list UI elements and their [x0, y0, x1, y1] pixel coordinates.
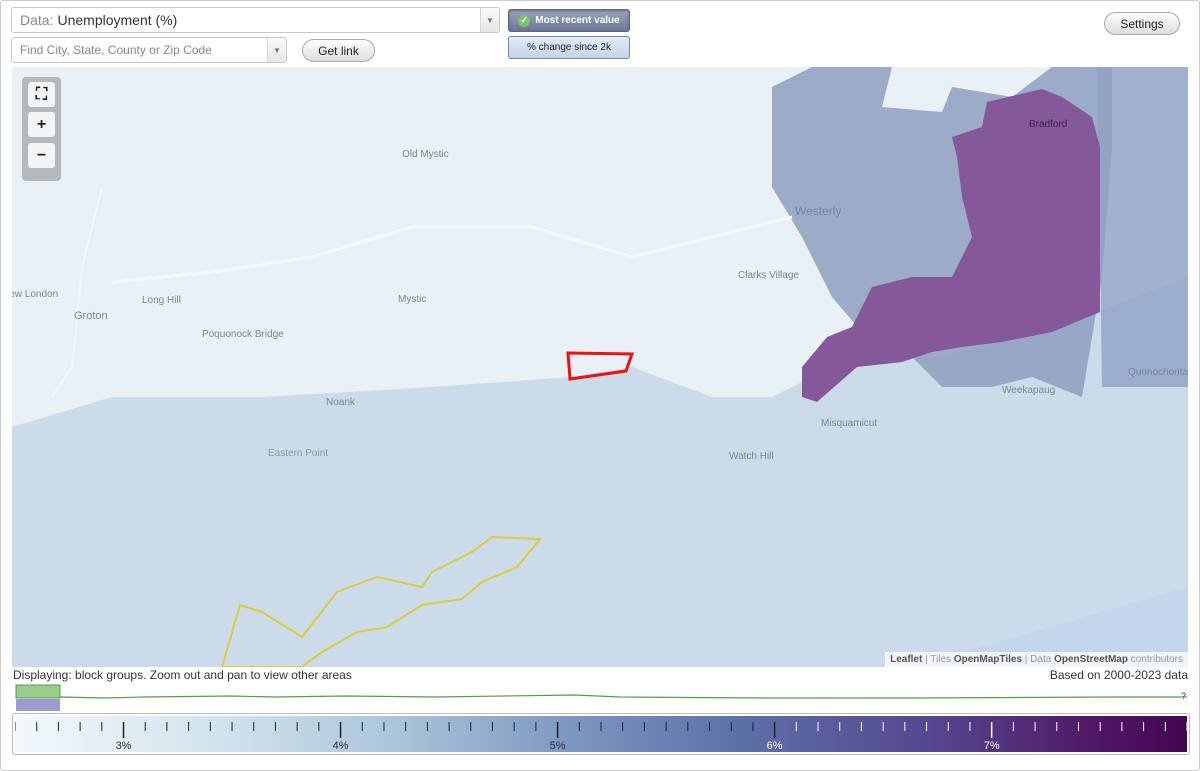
leaflet-link[interactable]: Leaflet: [890, 654, 923, 665]
region-shade: [1097, 67, 1188, 387]
legend-tick-label: 7%: [984, 740, 1000, 752]
histogram-line: [59, 694, 1187, 699]
map-attribution: Leaflet | Tiles OpenMapTiles | Data Open…: [885, 652, 1188, 667]
settings-button[interactable]: Settings: [1104, 12, 1180, 35]
place-label: Poquonock Bridge: [202, 329, 284, 340]
data-select-value: Unemployment (%): [57, 12, 178, 28]
search-input[interactable]: [12, 38, 262, 62]
attribution-text: | Tiles: [922, 654, 954, 665]
highway: [111, 215, 793, 284]
place-label: Clarks Village: [738, 270, 799, 281]
legend-tick-label: 6%: [767, 740, 783, 752]
openstreetmap-link[interactable]: OpenStreetMap: [1054, 654, 1128, 665]
high-value-region: [802, 89, 1100, 402]
legend-tick-label: 4%: [333, 740, 349, 752]
legend-tick-label: 5%: [550, 740, 566, 752]
zoom-out-button[interactable]: −: [28, 143, 55, 168]
place-label: Weekapaug: [1002, 385, 1056, 396]
place-label: Watch Hill: [729, 451, 774, 462]
ocean-area: [12, 277, 1188, 667]
chevron-down-icon[interactable]: ▼: [267, 38, 286, 62]
legend-ticks: 3% 4% 5% 6% 7%: [15, 722, 1187, 752]
data-select-prefix: Data:: [20, 12, 54, 28]
attribution-text: | Data: [1022, 654, 1055, 665]
place-label: Misquamicut: [821, 418, 878, 429]
place-label: Eastern Point: [268, 448, 329, 459]
place-label: Long Hill: [142, 295, 181, 306]
location-search[interactable]: ▼: [11, 37, 287, 63]
place-label: Mystic: [398, 294, 427, 305]
histogram-bar: [15, 684, 61, 699]
percent-change-toggle[interactable]: % change since 2k: [508, 36, 630, 59]
data-range-note: Based on 2000-2023 data: [1049, 668, 1188, 682]
selected-block-group[interactable]: [566, 351, 635, 381]
place-label: Bradford: [1029, 119, 1068, 130]
chevron-down-icon[interactable]: ▼: [480, 8, 499, 32]
place-label: Groton: [74, 310, 108, 322]
place-label: New London: [12, 289, 59, 300]
histogram: ?: [15, 684, 1187, 711]
data-select[interactable]: Data: Unemployment (%) ▼: [11, 7, 500, 33]
displaying-status: Displaying: block groups. Zoom out and p…: [13, 668, 352, 682]
zoom-in-button[interactable]: +: [28, 112, 55, 137]
most-recent-value-toggle[interactable]: ✓ Most recent value: [508, 9, 630, 32]
place-label: Noank: [326, 397, 355, 408]
checkmark-icon: ✓: [518, 14, 531, 27]
place-label: Quonochontaug: [1128, 367, 1188, 378]
fullscreen-icon[interactable]: ⛶: [28, 82, 55, 107]
map[interactable]: ⛶ + − Old Mystic Westerly Bradford Clark…: [12, 67, 1188, 667]
histogram-bar: [16, 699, 60, 711]
attribution-text: contributors: [1127, 654, 1183, 665]
ocean-deep: [912, 587, 1188, 667]
place-label: Old Mystic: [402, 149, 449, 160]
highlighted-block-group[interactable]: [220, 535, 543, 667]
get-link-button[interactable]: Get link: [302, 39, 375, 62]
color-scale-legend: 3% 4% 5% 6% 7%: [12, 713, 1190, 755]
map-canvas[interactable]: [12, 67, 1188, 667]
zoom-control: ⛶ + −: [22, 77, 61, 181]
openmaptiles-link[interactable]: OpenMapTiles: [953, 654, 1022, 665]
legend-tick-label: 3%: [116, 740, 132, 752]
place-label: Westerly: [795, 204, 842, 218]
highway: [51, 186, 103, 398]
most-recent-label: Most recent value: [535, 15, 620, 26]
histogram-unknown-label: ?: [1181, 691, 1186, 701]
